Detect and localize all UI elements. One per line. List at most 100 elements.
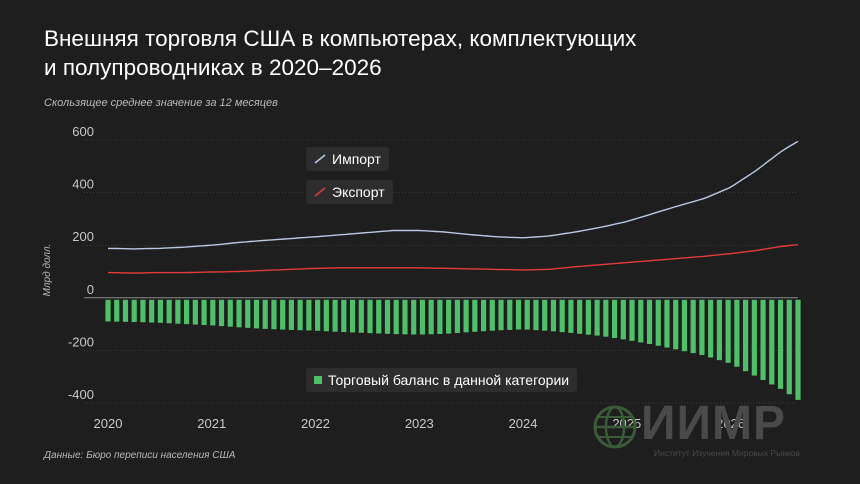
balance-bar	[140, 299, 146, 323]
balance-bar	[673, 299, 679, 350]
balance-bar	[384, 299, 391, 334]
balance-bar	[620, 299, 626, 340]
balance-bar	[288, 299, 295, 330]
balance-bar	[245, 299, 251, 328]
balance-bar	[393, 299, 399, 335]
x-tick-label: 2023	[405, 416, 434, 431]
balance-bar	[638, 299, 644, 343]
balance-bar	[760, 299, 766, 381]
y-tick-label: 0	[87, 282, 94, 297]
balance-bar	[446, 299, 452, 334]
balance-bar	[227, 299, 233, 327]
balance-bar	[664, 299, 670, 348]
x-tick-label: 2022	[301, 416, 330, 431]
balance-bar	[542, 299, 548, 331]
balance-bar	[725, 299, 731, 363]
balance-bar	[690, 299, 696, 354]
balance-bar	[515, 299, 522, 330]
balance-bar	[454, 299, 460, 333]
data-source: Данные: Бюро переписи населения США	[44, 450, 236, 461]
balance-bar	[734, 299, 740, 367]
x-tick-label: 2020	[94, 416, 123, 431]
balance-bar	[568, 299, 574, 333]
chart-subtitle: Скользящее среднее значение за 12 месяце…	[44, 97, 278, 109]
balance-bar	[646, 299, 653, 345]
logo: ИИМР Институт Изучения Мировых Рынков	[592, 400, 832, 466]
balance-bar	[472, 299, 478, 332]
balance-bar	[559, 299, 565, 333]
balance-bar	[428, 299, 434, 335]
y-tick-label: 400	[72, 177, 94, 192]
legend-import: Импорт	[306, 147, 389, 171]
balance-bar	[437, 299, 443, 334]
balance-bar	[786, 299, 792, 395]
balance-bar	[629, 299, 635, 341]
balance-bar	[533, 299, 539, 331]
chart-title: Внешняя торговля США в компьютерах, комп…	[44, 24, 824, 82]
balance-bar	[769, 299, 775, 385]
legend-balance-square-icon	[314, 376, 322, 384]
legend-balance: Торговый баланс в данной категории	[306, 368, 578, 392]
balance-bar	[716, 299, 722, 361]
balance-bar	[376, 299, 382, 334]
export-series-line	[108, 244, 799, 274]
balance-bar	[122, 299, 129, 322]
balance-bar	[699, 299, 705, 356]
balance-bar	[201, 299, 207, 326]
y-tick-label: 200	[72, 229, 94, 244]
y-axis-label: Млрд долл.	[42, 244, 53, 297]
balance-bar	[681, 299, 688, 352]
balance-bar	[184, 299, 190, 325]
legend-balance-label: Торговый баланс в данной категории	[328, 372, 570, 388]
balance-bar	[236, 299, 242, 328]
balance-bar	[489, 299, 495, 331]
balance-bar	[341, 299, 347, 333]
balance-bar	[795, 299, 801, 400]
balance-bar	[777, 299, 784, 389]
balance-bar	[524, 299, 530, 330]
balance-bar	[349, 299, 356, 333]
legend-import-label: Импорт	[332, 151, 381, 167]
balance-bar	[175, 299, 181, 324]
balance-bar	[498, 299, 504, 331]
balance-bar	[419, 299, 426, 335]
balance-bar	[751, 299, 757, 376]
balance-bar	[402, 299, 408, 335]
logo-name: ИИМР	[641, 397, 786, 450]
chart-title-line-2: и полупроводниках в 2020–2026	[44, 55, 382, 80]
legend-export-line-icon	[314, 187, 326, 197]
balance-bar	[411, 299, 417, 335]
balance-bar	[594, 299, 600, 336]
balance-bar	[577, 299, 583, 334]
balance-bar	[332, 299, 338, 332]
balance-bar	[262, 299, 268, 329]
balance-bar	[105, 299, 111, 322]
balance-bar	[149, 299, 155, 323]
balance-bar	[114, 299, 120, 322]
globe-icon	[593, 405, 637, 449]
import-series-line	[108, 140, 799, 250]
balance-bar	[271, 299, 277, 330]
balance-bar	[603, 299, 609, 337]
x-tick-label: 2024	[509, 416, 538, 431]
legend-export-label: Экспорт	[332, 184, 385, 200]
balance-bar	[315, 299, 321, 331]
balance-bar	[743, 299, 749, 372]
balance-bar	[585, 299, 591, 335]
balance-bar	[297, 299, 303, 331]
balance-bar	[131, 299, 137, 323]
balance-bar	[166, 299, 172, 324]
balance-bar	[480, 299, 487, 332]
legend-import-line-icon	[314, 154, 326, 164]
balance-bar	[323, 299, 329, 332]
balance-bar	[550, 299, 557, 332]
balance-bar	[507, 299, 513, 330]
balance-bar	[253, 299, 260, 329]
balance-bar	[192, 299, 198, 325]
y-tick-label: 600	[72, 124, 94, 139]
balance-bar	[708, 299, 714, 358]
balance-bar	[611, 299, 618, 339]
balance-bar	[157, 299, 163, 323]
